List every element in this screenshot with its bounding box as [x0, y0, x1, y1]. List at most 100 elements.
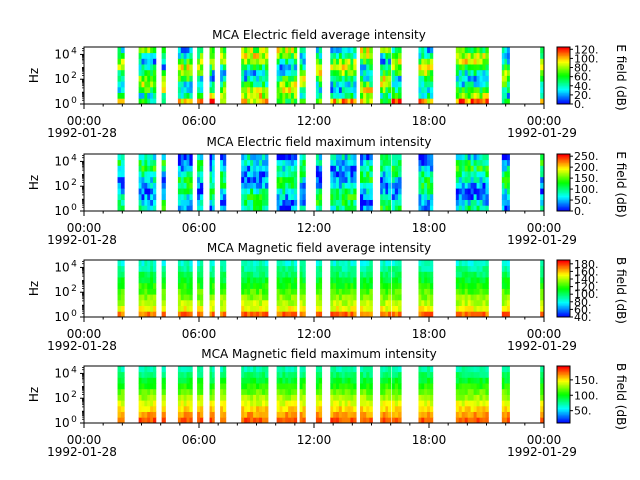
heatmap-cell: [473, 182, 477, 189]
colorbar-step: [557, 155, 570, 158]
colorbar-tick-label: 50.: [574, 194, 592, 207]
heatmap-cell: [262, 377, 266, 384]
heatmap-cell: [388, 75, 392, 82]
heatmap-cell: [360, 92, 364, 99]
heatmap-cell: [279, 371, 283, 378]
heatmap-cell: [458, 86, 463, 93]
heatmap-cell: [291, 366, 295, 373]
heatmap-cell: [388, 154, 392, 161]
heatmap-cell: [380, 193, 384, 200]
heatmap-cell: [285, 154, 289, 161]
heatmap-cell: [153, 199, 157, 206]
heatmap-cell: [473, 188, 477, 195]
heatmap-cell: [282, 69, 286, 76]
heatmap-cell: [256, 69, 260, 76]
heatmap-cell: [394, 171, 399, 178]
heatmap-cell: [470, 176, 474, 183]
heatmap-cell: [288, 271, 292, 278]
heatmap-cell: [473, 86, 477, 93]
heatmap-cell: [394, 288, 399, 295]
heatmap-cell: [464, 371, 469, 378]
heatmap-cell: [117, 277, 122, 284]
colorbar-tick-label: 100.: [574, 288, 599, 301]
heatmap-cell: [262, 271, 266, 278]
heatmap-cell: [153, 388, 157, 395]
heatmap-cell: [186, 47, 190, 54]
heatmap-cell: [350, 383, 354, 390]
heatmap-cell: [220, 188, 224, 195]
heatmap-cell: [285, 98, 289, 105]
heatmap-cell: [299, 394, 303, 401]
heatmap-cell: [380, 411, 384, 418]
heatmap-cell: [256, 377, 260, 384]
heatmap-cell: [394, 417, 399, 424]
heatmap-cell: [299, 311, 303, 318]
heatmap-cell: [186, 383, 190, 390]
heatmap-cell: [476, 288, 480, 295]
heatmap-cell: [253, 405, 257, 412]
heatmap-cell: [288, 98, 292, 105]
heatmap-cell: [183, 75, 187, 82]
heatmap-cell: [330, 47, 334, 54]
heatmap-cell: [293, 400, 298, 407]
heatmap-cell: [341, 171, 346, 178]
heatmap-cell: [197, 260, 201, 267]
heatmap-cell: [209, 199, 213, 206]
heatmap-cell: [341, 52, 346, 59]
heatmap-cell: [388, 98, 392, 105]
heatmap-cell: [211, 400, 215, 407]
heatmap-cell: [455, 193, 460, 200]
heatmap-cell: [244, 405, 248, 412]
heatmap-cell: [276, 400, 280, 407]
heatmap-cell: [482, 260, 486, 267]
heatmap-cell: [220, 58, 224, 65]
heatmap-cell: [482, 371, 486, 378]
heatmap-cell: [183, 383, 187, 390]
heatmap-cell: [338, 52, 343, 59]
heatmap-cell: [341, 394, 346, 401]
heatmap-cell: [366, 294, 370, 301]
heatmap-cell: [501, 64, 505, 71]
heatmap-cell: [285, 171, 289, 178]
heatmap-cell: [302, 171, 306, 178]
heatmap-cell: [336, 366, 340, 373]
heatmap-cell: [276, 311, 280, 318]
heatmap-cell: [464, 265, 469, 272]
heatmap-cell: [138, 81, 142, 88]
heatmap-cell: [506, 271, 510, 278]
heatmap-cell: [338, 282, 343, 289]
colorbar-step: [557, 91, 570, 93]
heatmap-cell: [333, 205, 337, 212]
heatmap-cell: [222, 58, 227, 65]
heatmap-cell: [380, 282, 384, 289]
heatmap-cell: [391, 165, 396, 172]
heatmap-cell: [150, 47, 154, 54]
heatmap-cell: [279, 260, 283, 267]
heatmap-cell: [485, 52, 489, 59]
colorbar-tick-label: 150.: [574, 172, 599, 185]
colorbar-step: [557, 209, 570, 212]
heatmap-cell: [479, 58, 483, 65]
heatmap-cell: [256, 193, 260, 200]
heatmap-cell: [470, 305, 474, 312]
heatmap-cell: [120, 81, 125, 88]
heatmap-cell: [470, 199, 474, 206]
heatmap-cell: [482, 86, 486, 93]
heatmap-cell: [186, 260, 190, 267]
colorbar-step: [557, 61, 570, 64]
heatmap-cell: [222, 265, 227, 272]
colorbar-step: [557, 291, 570, 294]
colorbar-step: [557, 175, 570, 178]
heatmap-cell: [120, 159, 125, 166]
heatmap-cell: [209, 371, 213, 378]
heatmap-cell: [189, 188, 193, 195]
heatmap-cell: [291, 64, 295, 71]
heatmap-cell: [259, 411, 263, 418]
heatmap-cell: [293, 383, 298, 390]
heatmap-cell: [455, 81, 460, 88]
heatmap-cell: [153, 154, 157, 161]
heatmap-cell: [256, 75, 260, 82]
heatmap-cell: [244, 388, 248, 395]
heatmap-cell: [506, 294, 510, 301]
heatmap-cell: [189, 58, 193, 65]
